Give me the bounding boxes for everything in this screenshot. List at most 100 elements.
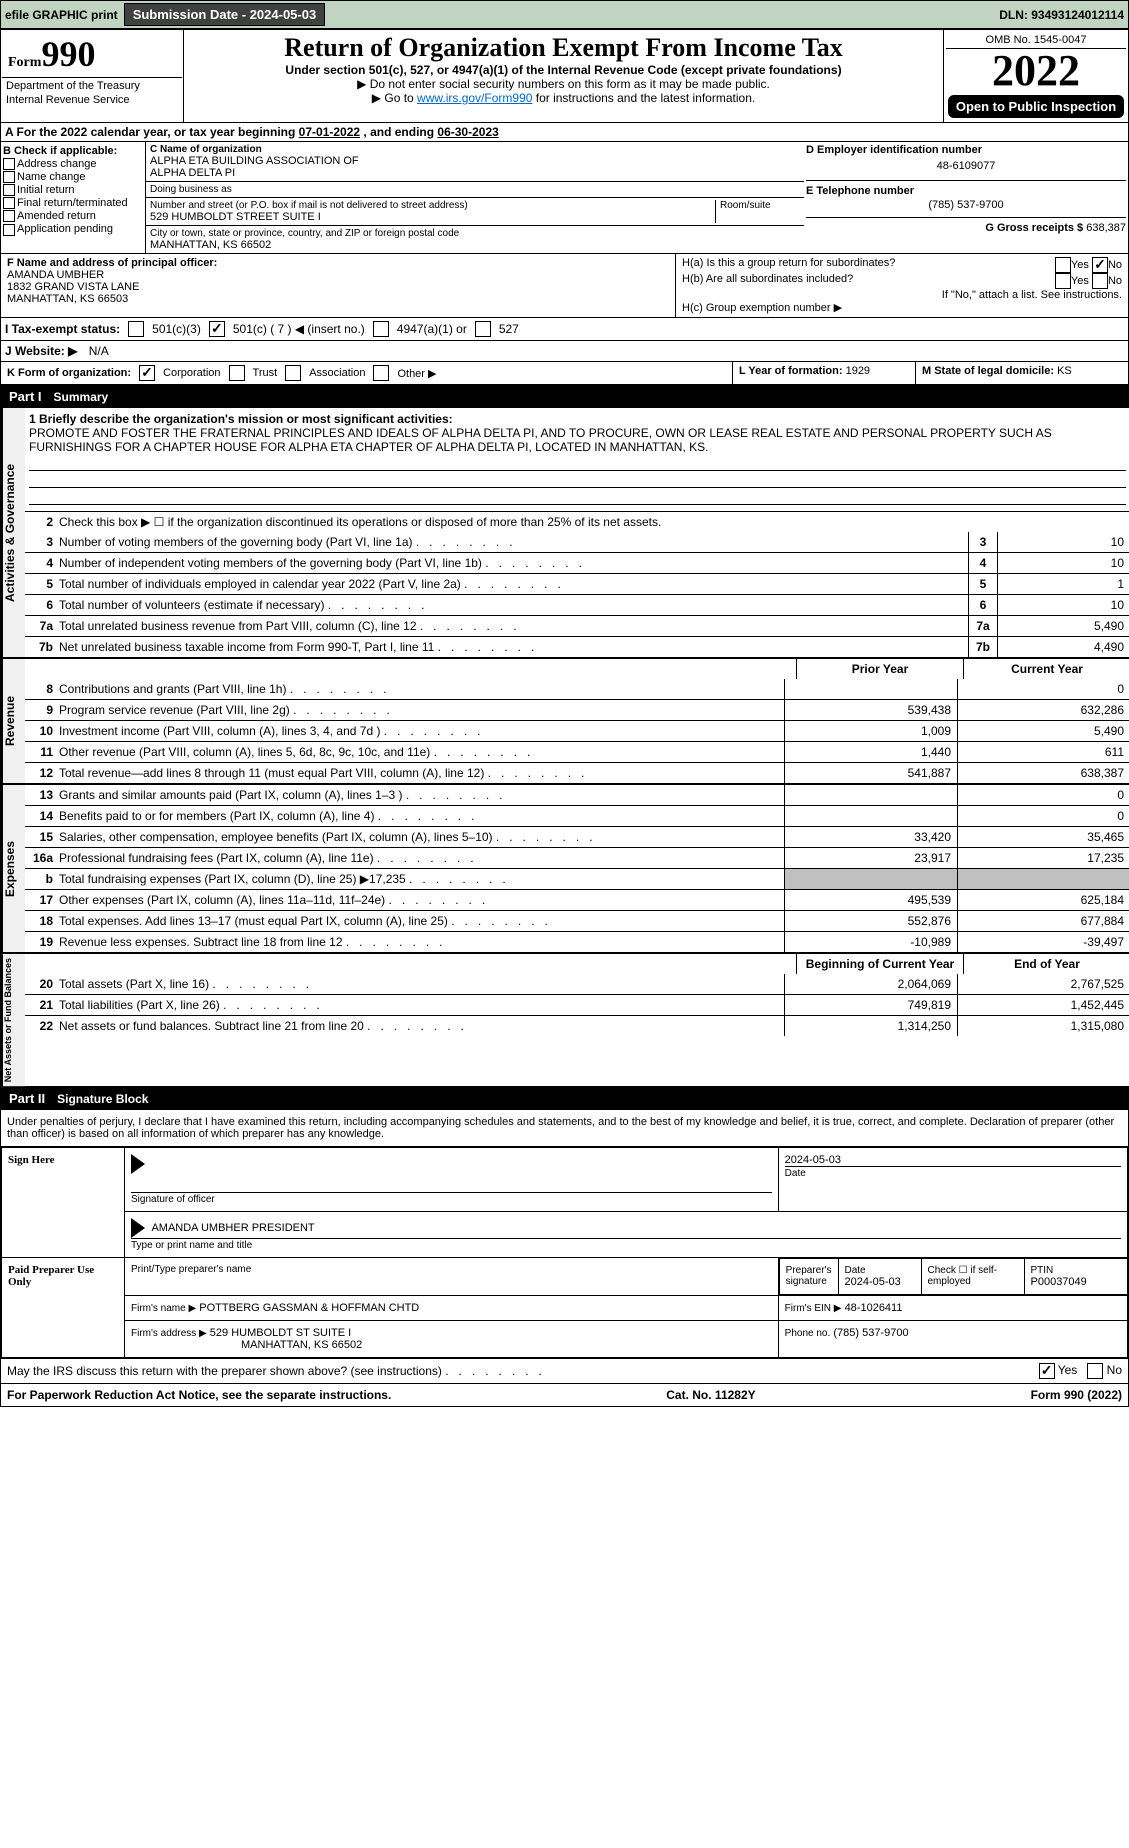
officer-label: F Name and address of principal officer:: [7, 257, 669, 269]
gov-line-5: 5Total number of individuals employed in…: [25, 573, 1129, 594]
col-current-year: Current Year: [963, 659, 1129, 679]
hb-label: H(b) Are all subordinates included?: [682, 273, 1043, 285]
section-klm: K Form of organization: Corporation Trus…: [0, 362, 1129, 385]
instruction-goto: ▶ Go to www.irs.gov/Form990 for instruct…: [185, 91, 942, 105]
irs-link[interactable]: www.irs.gov/Form990: [417, 91, 532, 105]
section-m: M State of legal domicile: KS: [915, 362, 1128, 384]
hb-yes-check[interactable]: [1055, 273, 1071, 289]
open-to-public: Open to Public Inspection: [948, 95, 1124, 118]
section-f: F Name and address of principal officer:…: [1, 254, 676, 317]
discuss-yes-check[interactable]: [1039, 1363, 1055, 1379]
line-20: 20Total assets (Part X, line 16)2,064,06…: [25, 974, 1129, 994]
firm-addr2: MANHATTAN, KS 66502: [241, 1339, 362, 1351]
line-9: 9Program service revenue (Part VIII, lin…: [25, 699, 1129, 720]
declaration-text: Under penalties of perjury, I declare th…: [1, 1110, 1128, 1147]
pp-ptin-label: PTIN: [1031, 1265, 1121, 1276]
line-19: 19Revenue less expenses. Subtract line 1…: [25, 931, 1129, 952]
line-16a: 16aProfessional fundraising fees (Part I…: [25, 847, 1129, 868]
gov-line-3: 3Number of voting members of the governi…: [25, 532, 1129, 552]
hb-no-check[interactable]: [1092, 273, 1108, 289]
check-final-return[interactable]: Final return/terminated: [3, 197, 143, 209]
check-amended-return[interactable]: Amended return: [3, 210, 143, 222]
hb-note: If "No," attach a list. See instructions…: [682, 289, 1122, 301]
part1-header: Part I Summary: [0, 385, 1129, 408]
phone-value: (785) 537-9700: [806, 197, 1126, 213]
sign-here-label: Sign Here: [2, 1148, 125, 1258]
arrow-icon: [131, 1218, 145, 1238]
gov-line-6: 6Total number of volunteers (estimate if…: [25, 594, 1129, 615]
efile-label: efile GRAPHIC print: [5, 8, 118, 22]
pp-check-label: Check ☐ if self-employed: [928, 1265, 1018, 1287]
website-value: N/A: [81, 344, 109, 358]
firm-addr1: 529 HUMBOLDT ST SUITE I: [210, 1327, 351, 1339]
pp-ptin: P00037049: [1031, 1276, 1121, 1288]
gross-receipts-value: 638,387: [1086, 222, 1126, 234]
check-501c3[interactable]: [128, 321, 144, 337]
ein-value: 48-6109077: [806, 156, 1126, 176]
check-other[interactable]: [373, 365, 389, 381]
org-name-2: ALPHA DELTA PI: [150, 167, 800, 179]
line-15: 15Salaries, other compensation, employee…: [25, 826, 1129, 847]
pp-sig-label: Preparer's signature: [786, 1265, 832, 1287]
form-number: Form990: [2, 31, 182, 77]
tax-year: 2022: [946, 49, 1126, 93]
gov-line-4: 4Number of independent voting members of…: [25, 552, 1129, 573]
submission-date-button[interactable]: Submission Date - 2024-05-03: [124, 3, 326, 26]
firm-name-label: Firm's name ▶: [131, 1303, 196, 1314]
tax-status-label: I Tax-exempt status:: [5, 322, 120, 336]
street-address: 529 HUMBOLDT STREET SUITE I: [150, 211, 715, 223]
ha-yes-check[interactable]: [1055, 257, 1071, 273]
line-13: 13Grants and similar amounts paid (Part …: [25, 785, 1129, 805]
check-application-pending[interactable]: Application pending: [3, 223, 143, 235]
pra-notice: For Paperwork Reduction Act Notice, see …: [7, 1388, 391, 1402]
dept-treasury: Department of the Treasury: [2, 77, 182, 94]
officer-name-title: AMANDA UMBHER PRESIDENT: [151, 1222, 314, 1234]
part2-label: Part II: [9, 1091, 45, 1106]
firm-phone: (785) 537-9700: [833, 1327, 908, 1339]
header-strip: efile GRAPHIC print Submission Date - 20…: [0, 0, 1129, 29]
col-beginning: Beginning of Current Year: [796, 954, 963, 974]
ha-no-check[interactable]: [1092, 257, 1108, 273]
check-501c[interactable]: [209, 321, 225, 337]
part1-body: Activities & Governance 1 Briefly descri…: [0, 408, 1129, 1087]
instruction-ssn: ▶ Do not enter social security numbers o…: [185, 77, 942, 91]
line-21: 21Total liabilities (Part X, line 26)749…: [25, 994, 1129, 1015]
city-label: City or town, state or province, country…: [150, 228, 800, 239]
discuss-text: May the IRS discuss this return with the…: [7, 1364, 442, 1378]
side-net-assets: Net Assets or Fund Balances: [1, 954, 25, 1086]
check-name-change[interactable]: Name change: [3, 171, 143, 183]
section-j: J Website: ▶ N/A: [0, 341, 1129, 362]
part1-title: Summary: [54, 390, 109, 404]
dept-irs: Internal Revenue Service: [2, 94, 182, 108]
check-corporation[interactable]: [139, 365, 155, 381]
website-label: J Website: ▶: [5, 344, 77, 358]
year-formation: 1929: [846, 365, 870, 377]
check-association[interactable]: [285, 365, 301, 381]
check-address-change[interactable]: Address change: [3, 158, 143, 170]
section-c: C Name of organization ALPHA ETA BUILDIN…: [146, 142, 804, 253]
firm-phone-label: Phone no.: [785, 1328, 831, 1339]
line-11: 11Other revenue (Part VIII, column (A), …: [25, 741, 1129, 762]
firm-ein: 48-1026411: [845, 1302, 903, 1314]
section-defg: D Employer identification number 48-6109…: [804, 142, 1128, 253]
footer-final: For Paperwork Reduction Act Notice, see …: [0, 1384, 1129, 1407]
part1-label: Part I: [9, 389, 42, 404]
cat-number: Cat. No. 11282Y: [666, 1388, 755, 1402]
section-i: I Tax-exempt status: 501(c)(3) 501(c) ( …: [0, 318, 1129, 341]
line-8: 8Contributions and grants (Part VIII, li…: [25, 679, 1129, 699]
section-b-label: B Check if applicable:: [3, 145, 143, 157]
gross-receipts-label: G Gross receipts $: [985, 222, 1083, 234]
check-trust[interactable]: [229, 365, 245, 381]
check-initial-return[interactable]: Initial return: [3, 184, 143, 196]
officer-type-label: Type or print name and title: [131, 1240, 252, 1251]
mission-text: PROMOTE AND FOSTER THE FRATERNAL PRINCIP…: [29, 426, 1126, 454]
row-a-tax-year: A For the 2022 calendar year, or tax yea…: [0, 123, 1129, 142]
check-527[interactable]: [475, 321, 491, 337]
line-17: 17Other expenses (Part IX, column (A), l…: [25, 889, 1129, 910]
discuss-no-check[interactable]: [1087, 1363, 1103, 1379]
check-4947[interactable]: [373, 321, 389, 337]
subtitle: Under section 501(c), 527, or 4947(a)(1)…: [185, 63, 942, 77]
dba-label: Doing business as: [150, 184, 800, 195]
main-title: Return of Organization Exempt From Incom…: [185, 31, 942, 63]
mission-block: 1 Briefly describe the organization's mi…: [25, 408, 1129, 511]
